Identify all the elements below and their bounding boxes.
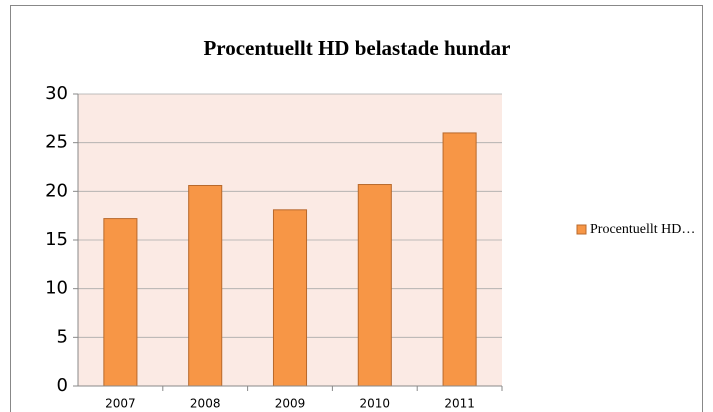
x-tick-label: 2007: [105, 397, 136, 411]
y-tick-label: 30: [45, 83, 68, 104]
legend-swatch: [576, 224, 587, 235]
y-tick-label: 5: [57, 326, 68, 347]
y-tick-label: 0: [57, 375, 68, 396]
x-tick-label: 2011: [444, 397, 475, 411]
x-tick-label: 2010: [360, 397, 391, 411]
chart-title: Procentuellt HD belastade hundar: [203, 36, 510, 60]
bar: [442, 132, 477, 387]
x-tick-label: 2009: [275, 397, 306, 411]
legend-label: Procentuellt HD…: [590, 222, 696, 237]
y-tick-label: 25: [45, 132, 68, 153]
bar: [357, 184, 392, 387]
bar: [188, 184, 223, 387]
x-tick-label: 2008: [190, 397, 221, 411]
y-tick-label: 15: [45, 229, 68, 250]
y-tick-label: 20: [45, 180, 68, 201]
y-tick-label: 10: [45, 278, 68, 299]
bar: [272, 209, 308, 387]
bar: [103, 218, 138, 387]
